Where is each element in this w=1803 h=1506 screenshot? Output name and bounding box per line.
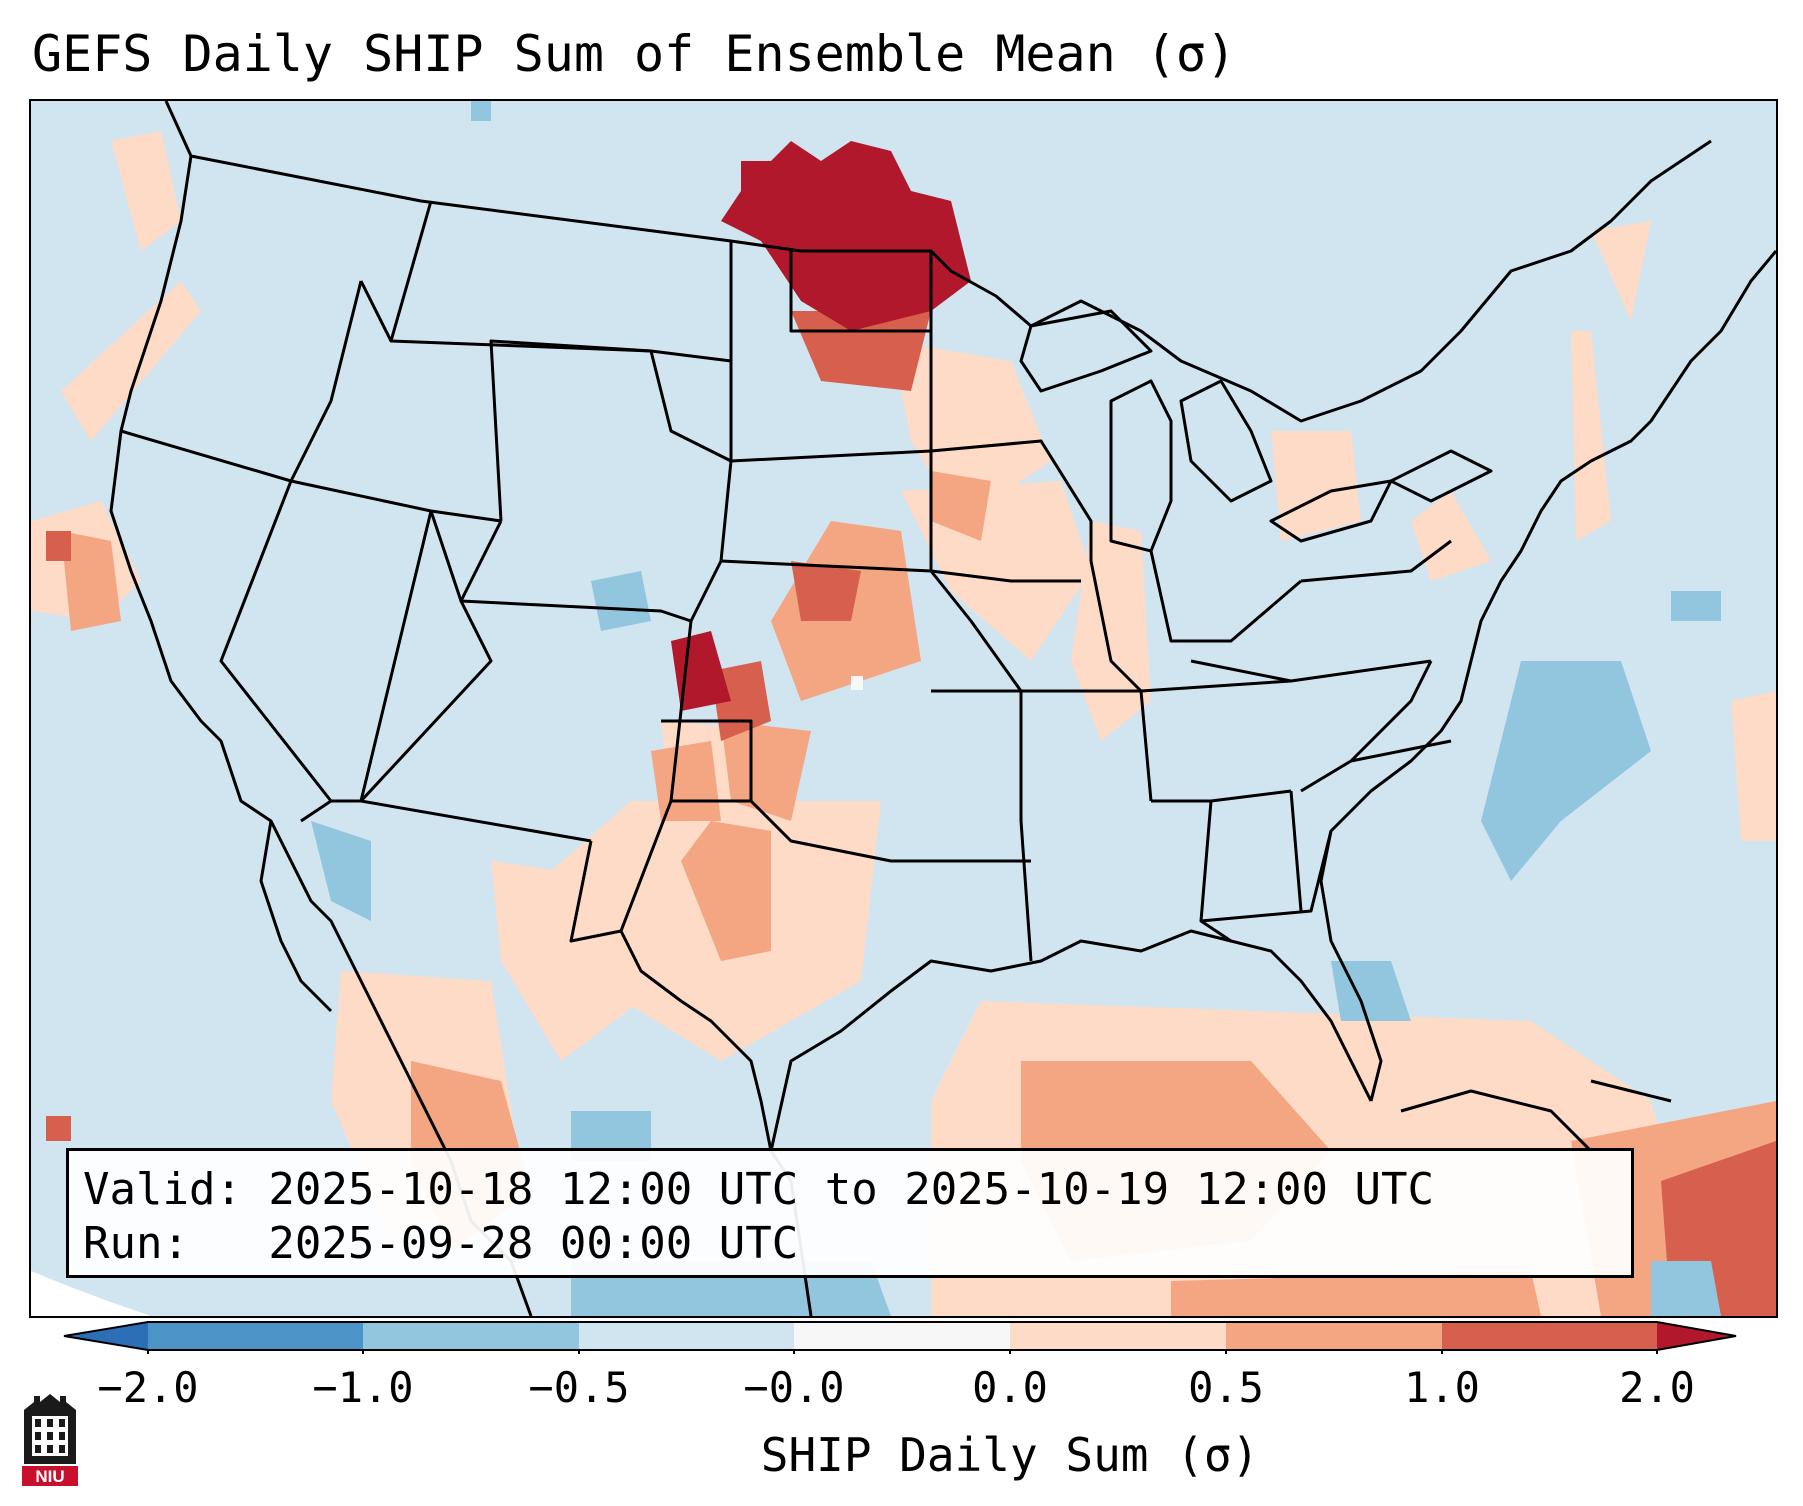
- colorbar-tick-label: 0.0: [972, 1363, 1048, 1412]
- anomaly-extreme-positive: [671, 141, 971, 711]
- valid-time-text: Valid: 2025-10-18 12:00 UTC to 2025-10-1…: [83, 1164, 1435, 1215]
- map-title: GEFS Daily SHIP Sum of Ensemble Mean (σ): [32, 25, 1237, 83]
- colorbar-extend-high: [1657, 1322, 1736, 1350]
- colorbar-segment: [363, 1322, 579, 1350]
- colorbar-segment: [1010, 1322, 1226, 1350]
- svg-text:NIU: NIU: [35, 1467, 64, 1486]
- map-panel: [29, 99, 1778, 1318]
- colorbar-tick-label: 1.0: [1404, 1363, 1480, 1412]
- colorbar-tick-label: −0.5: [528, 1363, 630, 1412]
- boundary-lines: [109, 101, 1776, 1316]
- valid-run-info-box: Valid: 2025-10-18 12:00 UTC to 2025-10-1…: [66, 1148, 1634, 1278]
- map-canvas: [31, 101, 1776, 1316]
- colorbar-tick-label: −2.0: [97, 1363, 199, 1412]
- colorbar-tick-label: 0.5: [1188, 1363, 1264, 1412]
- colorbar-tick-label: 2.0: [1619, 1363, 1695, 1412]
- anomaly-near-zero: [851, 676, 863, 690]
- colorbar-segment: [1442, 1322, 1657, 1350]
- projection-edge: [31, 1271, 151, 1316]
- colorbar-segment: [794, 1322, 1010, 1350]
- colorbar-tick-label: −0.0: [743, 1363, 845, 1412]
- colorbar-segment: [579, 1322, 794, 1350]
- colorbar: [63, 1321, 1737, 1354]
- colorbar-extend-low: [64, 1322, 148, 1350]
- niu-logo: NIU: [22, 1394, 78, 1486]
- run-time-text: Run: 2025-09-28 00:00 UTC: [83, 1218, 799, 1269]
- colorbar-segment: [148, 1322, 363, 1350]
- colorbar-label: SHIP Daily Sum (σ): [760, 1428, 1260, 1482]
- colorbar-tick-label: −1.0: [312, 1363, 414, 1412]
- anomaly-negative: [311, 101, 1721, 1316]
- colorbar-segment: [1226, 1322, 1442, 1350]
